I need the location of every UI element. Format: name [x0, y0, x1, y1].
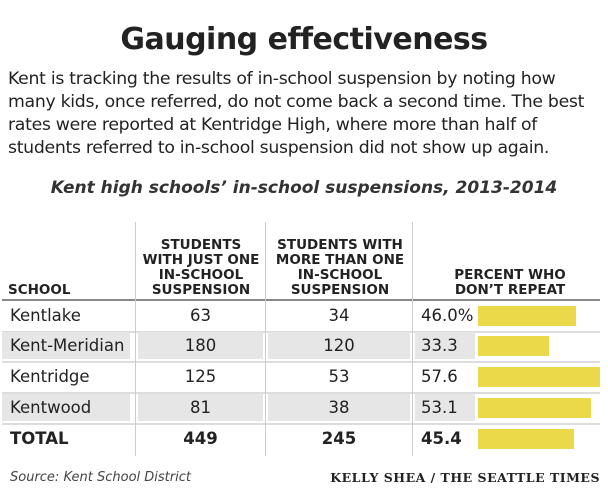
row-divider — [2, 423, 600, 425]
one-suspension-count: 125 — [184, 367, 217, 386]
percent-label: 46.0% — [421, 306, 474, 325]
header-school: SCHOOL — [8, 282, 71, 298]
table-row: Kentwood 81 38 53.1 — [0, 394, 608, 425]
table-row: Kent-Meridian 180 120 33.3 — [0, 332, 608, 363]
header-rule — [2, 299, 600, 301]
more-suspensions-count: 53 — [328, 367, 350, 386]
column-divider — [265, 222, 266, 456]
intro-text: Kent is tracking the results of in-schoo… — [8, 69, 585, 158]
table-title: Kent high schools’ in-school suspensions… — [50, 178, 558, 198]
percent-label: 33.3 — [415, 332, 475, 359]
percent-bar — [478, 306, 576, 326]
percent-label: 57.6 — [421, 367, 458, 386]
percent-label: 45.4 — [421, 429, 462, 448]
more-suspensions-count: 34 — [328, 306, 350, 325]
header-one-suspension: STUDENTS WITH JUST ONE IN-SCHOOL SUSPENS… — [142, 237, 260, 298]
header-percent: PERCENT WHO DON’T REPEAT — [454, 267, 566, 298]
school-name: Kentridge — [10, 367, 90, 386]
school-name: Kentwood — [2, 394, 130, 421]
more-suspensions-count: 245 — [321, 429, 357, 448]
column-divider — [135, 222, 136, 456]
title: Gauging effectiveness — [120, 22, 488, 57]
credit: KELLY SHEA / THE SEATTLE TIMES — [330, 470, 600, 485]
school-name: Kentlake — [10, 306, 81, 325]
table-row: Kentlake 63 34 46.0% — [0, 302, 608, 333]
one-suspension-count: 81 — [138, 394, 263, 421]
one-suspension-count: 180 — [138, 332, 263, 359]
one-suspension-count: 63 — [190, 306, 211, 325]
percent-bar — [478, 429, 575, 449]
school-name: TOTAL — [10, 429, 69, 448]
row-divider — [2, 392, 600, 394]
percent-bar — [478, 367, 601, 387]
one-suspension-count: 449 — [183, 429, 218, 448]
header-more-suspensions: STUDENTS WITH MORE THAN ONE IN-SCHOOL SU… — [275, 237, 405, 298]
row-divider — [2, 361, 600, 363]
column-divider — [412, 222, 413, 456]
percent-bar — [478, 398, 591, 418]
percent-bar — [478, 336, 549, 356]
total-row: TOTAL 449 245 45.4 — [0, 425, 608, 454]
table-row: Kentridge 125 53 57.6 — [0, 363, 608, 394]
more-suspensions-count: 120 — [268, 332, 410, 359]
percent-label: 53.1 — [415, 394, 475, 421]
more-suspensions-count: 38 — [268, 394, 410, 421]
school-name: Kent-Meridian — [2, 332, 130, 359]
source: Source: Kent School District — [10, 470, 191, 485]
